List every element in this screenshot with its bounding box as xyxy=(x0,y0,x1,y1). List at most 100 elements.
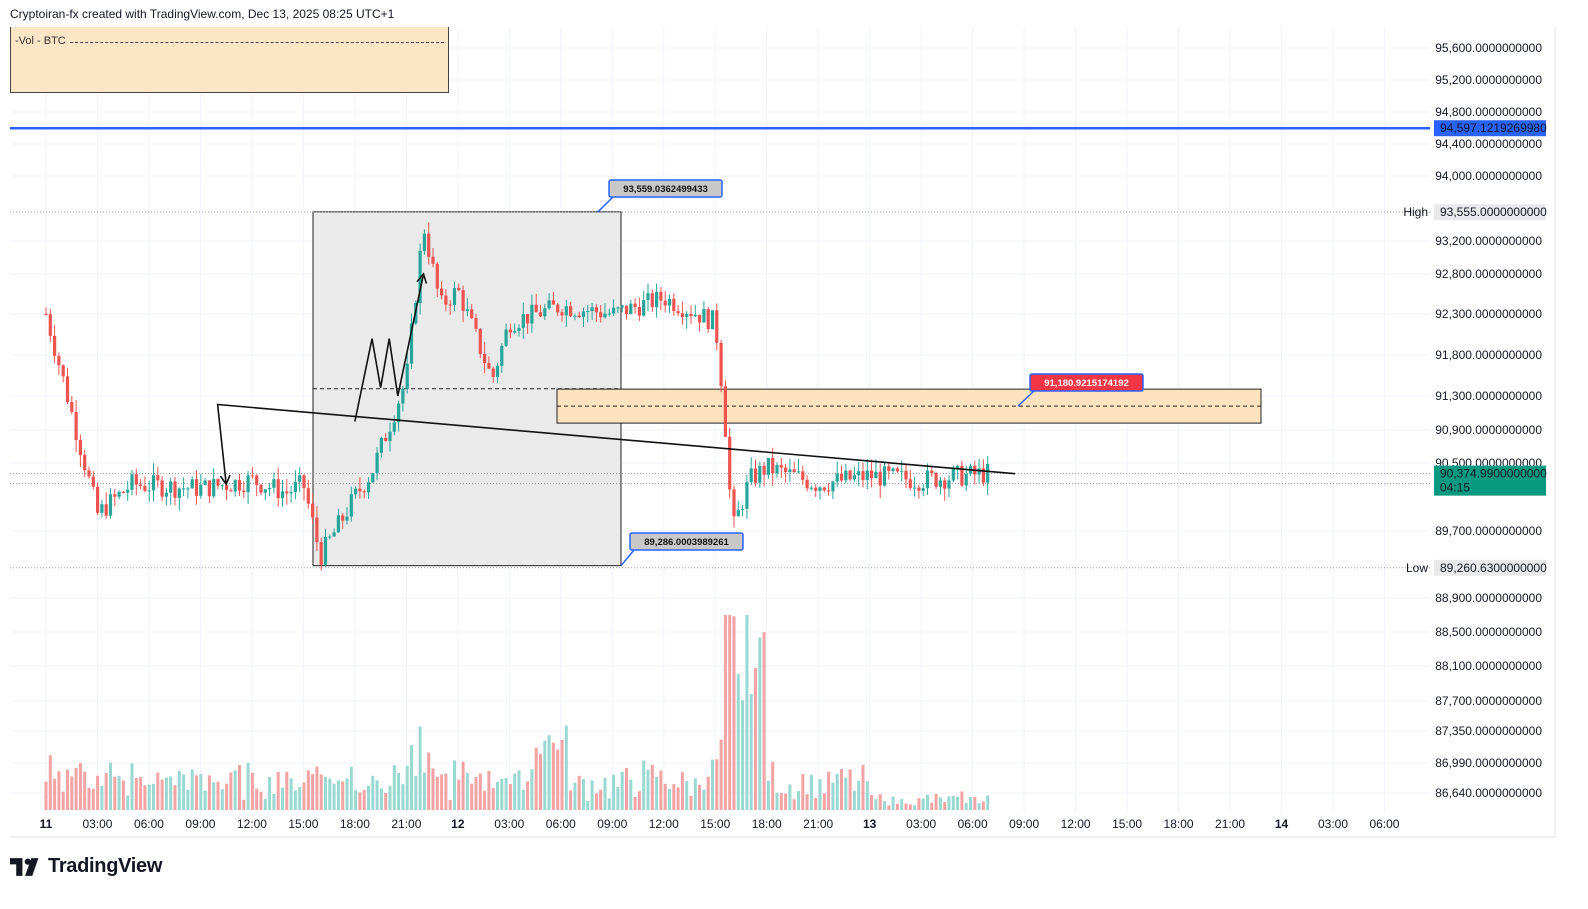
volume-bar xyxy=(827,771,831,810)
candle-body xyxy=(289,492,293,494)
candle-body xyxy=(680,313,684,318)
projection-path-2 xyxy=(354,273,425,422)
drawing-layer-front: 93,559.0362499433 89,286.0003989261 91,180… xyxy=(10,126,1430,567)
price-tick-label: 88,500.0000000000 xyxy=(1435,625,1542,639)
candle-body xyxy=(74,411,78,440)
candle-body xyxy=(771,458,775,474)
candle-body xyxy=(943,480,947,489)
volume-bar xyxy=(805,794,809,810)
candle-body xyxy=(83,454,87,471)
callout-low-box xyxy=(629,532,744,551)
brand-name: TradingView xyxy=(48,855,163,877)
callout-low-pointer xyxy=(620,549,635,567)
candle-body xyxy=(667,298,672,306)
volume-bar xyxy=(435,776,439,810)
candle-body xyxy=(642,300,646,316)
volume-bar xyxy=(693,778,697,810)
level-price-badge-bg xyxy=(1434,120,1546,137)
candle-body xyxy=(693,314,697,317)
candle-body xyxy=(835,473,839,482)
high-price-badge-bg xyxy=(1434,204,1546,221)
candle-body xyxy=(126,489,130,493)
volume-bar xyxy=(706,776,710,810)
time-tick-label: 06:00 xyxy=(546,817,576,831)
volume-bar xyxy=(444,773,448,810)
volume-bar xyxy=(521,789,525,810)
candle-body xyxy=(435,263,439,289)
level-price-badge: 94,597.1219269980 xyxy=(1440,121,1547,135)
projection-arrow-down xyxy=(219,474,231,486)
time-tick-label: 14 xyxy=(1275,817,1289,831)
volume-bar xyxy=(397,773,401,810)
price-tick-label: 88,100.0000000000 xyxy=(1435,659,1542,673)
volume-bar xyxy=(831,782,835,810)
volume-bar xyxy=(173,785,177,810)
legend-dashed-line xyxy=(15,42,444,43)
volume-bar xyxy=(121,780,125,810)
volume-bar xyxy=(422,772,426,810)
candle-body xyxy=(341,515,345,521)
candle-body xyxy=(745,482,749,509)
candle-body xyxy=(212,479,216,497)
candle-body xyxy=(151,475,156,491)
candle-body xyxy=(427,233,431,257)
candle-body xyxy=(207,480,211,497)
volume-bar xyxy=(126,795,130,810)
volume-bar xyxy=(646,769,650,810)
price-tick-label: 93,200.0000000000 xyxy=(1435,234,1542,248)
volume-bar xyxy=(861,764,865,810)
volume-bar xyxy=(134,778,138,810)
volume-bar xyxy=(431,768,435,810)
candle-body xyxy=(465,309,469,311)
volume-bar xyxy=(590,780,594,810)
candle-body xyxy=(938,480,942,487)
volume-bar xyxy=(921,798,925,810)
callout-zone-pointer xyxy=(1017,390,1035,407)
volume-bar xyxy=(491,788,495,810)
volume-bar xyxy=(276,771,280,810)
volume-bar xyxy=(302,782,306,810)
volume-bar xyxy=(668,789,671,810)
candle-body xyxy=(483,353,487,363)
price-axis: 95,600.0000000000 95,200.0000000000 94,800… xyxy=(1403,41,1547,800)
volume-bar xyxy=(238,765,241,810)
candle-body xyxy=(650,293,654,308)
time-tick-label: 06:00 xyxy=(134,817,164,831)
candle-body xyxy=(788,469,792,473)
candle-body xyxy=(470,309,474,319)
candle-body xyxy=(285,491,289,494)
candle-body xyxy=(160,480,164,497)
candle-body xyxy=(362,491,366,493)
volume-legend[interactable]: -Vol - BTC xyxy=(10,27,449,93)
candle-body xyxy=(719,342,723,387)
candle-body xyxy=(392,422,396,432)
volume-bar xyxy=(220,789,224,810)
callout-zone-box xyxy=(1029,373,1144,392)
volume-bar xyxy=(685,781,689,810)
candle-body xyxy=(452,288,457,305)
candle-body xyxy=(246,475,250,493)
volume-bar xyxy=(741,700,745,810)
projection-path-1 xyxy=(216,403,1016,485)
candle-body xyxy=(921,488,925,491)
volume-bar xyxy=(973,796,977,810)
candle-body xyxy=(586,311,590,313)
volume-bar xyxy=(367,785,370,810)
volume-bar xyxy=(642,760,646,810)
candle-body xyxy=(822,487,826,491)
candle-body xyxy=(629,303,633,315)
volume-bar xyxy=(951,795,955,810)
candle-body xyxy=(710,310,715,330)
candle-body xyxy=(250,475,254,477)
volume-bar xyxy=(689,795,693,810)
volume-bar xyxy=(629,779,633,810)
candle-body xyxy=(53,335,57,356)
volume-bar xyxy=(865,781,869,810)
price-tick-label: 95,600.0000000000 xyxy=(1435,41,1542,55)
candle-body xyxy=(147,490,151,492)
tradingview-brand[interactable]: TradingView xyxy=(10,855,162,878)
volume-bar xyxy=(655,776,659,810)
time-tick-label: 09:00 xyxy=(185,817,215,831)
volume-bar xyxy=(410,745,413,810)
